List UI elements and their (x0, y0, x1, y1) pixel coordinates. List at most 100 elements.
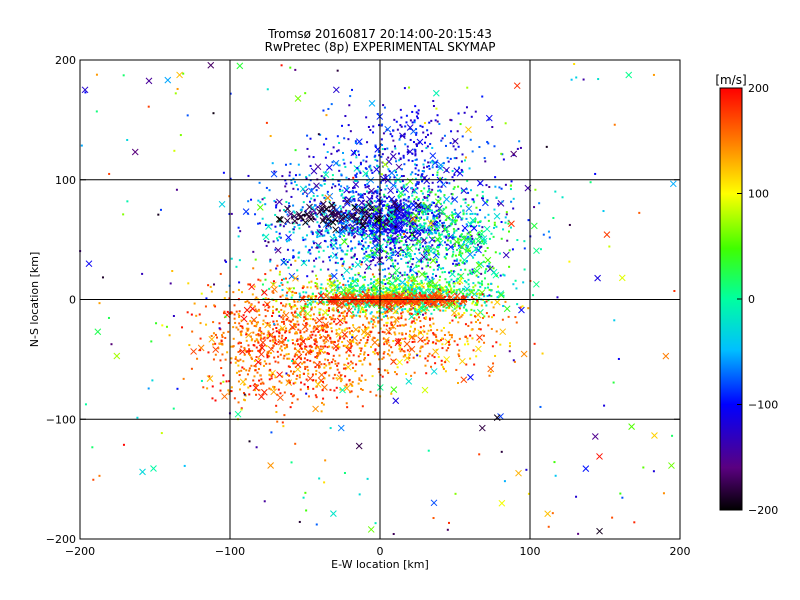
data-point (391, 292, 394, 295)
data-point (405, 372, 408, 375)
data-point (366, 338, 369, 341)
data-point (427, 185, 430, 188)
data-point (389, 206, 392, 209)
data-point-x-stroke (335, 209, 343, 217)
data-point (282, 318, 285, 321)
data-point (283, 414, 286, 417)
data-point (412, 356, 415, 359)
data-point (319, 133, 322, 136)
data-point (432, 322, 435, 325)
data-point (403, 273, 406, 276)
data-point (419, 310, 422, 313)
data-point (339, 323, 342, 326)
data-point (352, 314, 355, 317)
data-point-x (392, 221, 400, 229)
data-point (245, 369, 248, 372)
data-point (422, 210, 425, 213)
data-point (233, 317, 236, 320)
data-point (554, 190, 557, 193)
data-point (387, 156, 390, 159)
data-point (348, 285, 351, 288)
data-point (423, 196, 426, 199)
data-point (312, 156, 315, 159)
data-point (394, 333, 397, 336)
data-point (307, 369, 310, 372)
data-point-x (243, 306, 251, 314)
data-point (413, 200, 416, 203)
data-point (450, 130, 453, 133)
data-point (422, 230, 425, 233)
data-point (275, 237, 278, 240)
data-point (383, 275, 386, 278)
data-point (358, 326, 361, 329)
data-point-x (260, 289, 268, 296)
data-point (474, 284, 477, 287)
data-point (281, 375, 284, 378)
data-point (397, 291, 400, 294)
data-point (255, 346, 258, 349)
data-point-x (392, 307, 400, 315)
data-point (253, 285, 256, 288)
data-point (291, 294, 294, 297)
data-point-x-stroke (443, 195, 450, 203)
data-point (218, 322, 221, 325)
data-point (346, 289, 349, 292)
data-point (380, 155, 383, 158)
data-point (332, 146, 335, 149)
data-point (357, 273, 360, 276)
data-point-x-stroke (456, 277, 464, 285)
data-point (341, 341, 344, 344)
data-point (239, 332, 242, 335)
data-point (296, 320, 299, 323)
data-point (447, 160, 450, 163)
data-point (448, 271, 451, 274)
data-point (237, 235, 240, 238)
data-point (367, 221, 370, 224)
data-point (432, 216, 435, 219)
data-point (392, 262, 395, 265)
data-point (207, 284, 210, 287)
data-point (439, 339, 442, 342)
data-point-x-stroke (345, 307, 353, 315)
data-point (316, 246, 319, 249)
data-point (365, 309, 368, 312)
data-point (421, 238, 424, 241)
data-point-x-stroke (395, 163, 403, 171)
data-point (408, 307, 411, 310)
data-point (400, 317, 403, 320)
data-point (247, 350, 250, 353)
data-point (382, 233, 385, 236)
data-point (320, 336, 323, 339)
data-point (314, 300, 317, 303)
data-point (436, 268, 439, 271)
data-point (347, 178, 350, 181)
data-point (248, 369, 251, 372)
data-point (423, 159, 426, 162)
data-point (307, 395, 310, 398)
data-point (280, 302, 283, 305)
data-point (352, 191, 355, 194)
data-point (429, 324, 432, 327)
data-point (438, 340, 441, 343)
data-point-x-stroke (264, 321, 271, 329)
data-point (329, 367, 332, 370)
data-point (410, 308, 413, 311)
data-point (257, 341, 260, 344)
data-point (451, 290, 454, 293)
data-point (455, 157, 458, 160)
data-point (499, 274, 502, 277)
data-point (283, 322, 286, 325)
data-point (460, 304, 463, 307)
data-point (376, 290, 379, 293)
data-point (428, 227, 431, 230)
data-point (459, 235, 462, 238)
data-point (395, 160, 398, 163)
data-point (477, 275, 480, 278)
data-point (398, 159, 401, 162)
data-point (519, 146, 522, 149)
data-point-x (248, 283, 255, 291)
data-point (333, 341, 336, 344)
data-point (306, 365, 309, 368)
data-point (271, 162, 274, 165)
data-point (315, 214, 318, 217)
